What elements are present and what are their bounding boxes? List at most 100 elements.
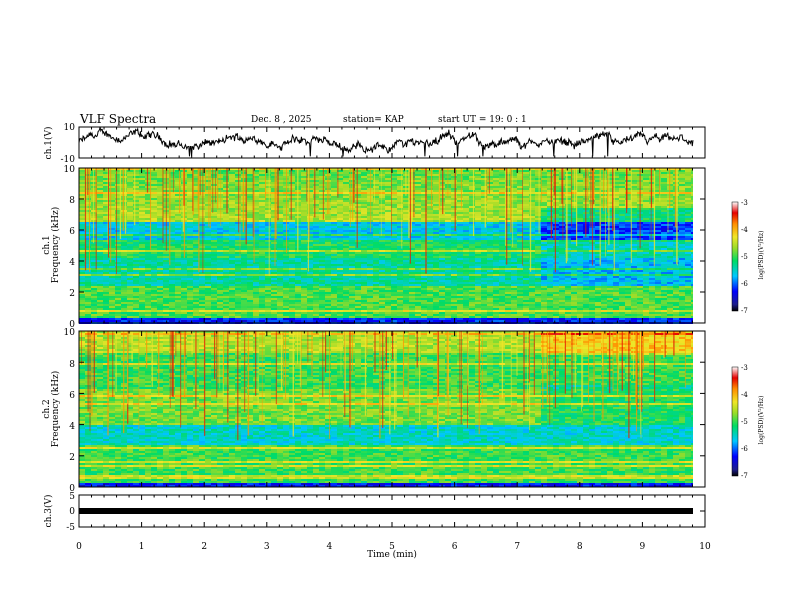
heatmap-cell: [655, 188, 661, 190]
heatmap-cell: [151, 236, 157, 238]
heatmap-cell: [679, 208, 685, 210]
heatmap-cell: [91, 258, 97, 260]
heatmap-cell: [655, 218, 661, 220]
heatmap-cell: [511, 244, 517, 246]
heatmap-cell: [235, 220, 241, 222]
heatmap-cell: [79, 178, 85, 180]
heatmap-cell: [205, 250, 211, 252]
heatmap-cell: [97, 182, 103, 184]
heatmap-cell: [259, 204, 265, 206]
heatmap-cell: [217, 210, 223, 212]
heatmap-cell: [613, 186, 619, 188]
heatmap-cell: [265, 176, 271, 178]
heatmap-cell: [367, 198, 373, 200]
heatmap-cell: [421, 196, 427, 198]
heatmap-cell: [541, 252, 547, 254]
heatmap-cell: [79, 248, 85, 250]
heatmap-cell: [397, 216, 403, 218]
heatmap-cell: [487, 252, 493, 254]
heatmap-cell: [253, 204, 259, 206]
heatmap-cell: [373, 214, 379, 216]
heatmap-cell: [469, 186, 475, 188]
heatmap-cell: [283, 244, 289, 246]
heatmap-cell: [109, 224, 115, 226]
heatmap-cell: [313, 198, 319, 200]
heatmap-cell: [133, 206, 139, 208]
heatmap-cell: [211, 244, 217, 246]
heatmap-cell: [655, 190, 661, 192]
heatmap-cell: [541, 212, 547, 214]
heatmap-cell: [193, 224, 199, 226]
heatmap-cell: [667, 238, 673, 240]
heatmap-cell: [211, 240, 217, 242]
heatmap-cell: [133, 172, 139, 174]
heatmap-cell: [199, 210, 205, 212]
heatmap-cell: [613, 218, 619, 220]
heatmap-cell: [313, 260, 319, 262]
heatmap-cell: [481, 230, 487, 232]
heatmap-cell: [523, 226, 529, 228]
heatmap-cell: [169, 234, 175, 236]
heatmap-cell: [235, 180, 241, 182]
heatmap-cell: [559, 232, 565, 234]
heatmap-cell: [361, 180, 367, 182]
heatmap-cell: [211, 174, 217, 176]
heatmap-cell: [499, 240, 505, 242]
heatmap-cell: [433, 250, 439, 252]
heatmap-cell: [205, 234, 211, 236]
heatmap-cell: [445, 214, 451, 216]
heatmap-cell: [679, 202, 685, 204]
heatmap-cell: [625, 186, 631, 188]
heatmap-cell: [499, 176, 505, 178]
heatmap-cell: [109, 242, 115, 244]
heatmap-cell: [421, 224, 427, 226]
heatmap-cell: [499, 244, 505, 246]
heatmap-cell: [679, 248, 685, 250]
heatmap-cell: [157, 240, 163, 242]
heatmap-cell: [535, 172, 541, 174]
heatmap-cell: [547, 250, 553, 252]
heatmap-cell: [643, 242, 649, 244]
heatmap-cell: [109, 232, 115, 234]
heatmap-cell: [415, 228, 421, 230]
heatmap-cell: [607, 176, 613, 178]
heatmap-cell: [595, 168, 601, 170]
heatmap-cell: [277, 198, 283, 200]
heatmap-cell: [655, 244, 661, 246]
heatmap-cell: [205, 198, 211, 200]
heatmap-cell: [607, 256, 613, 258]
heatmap-cell: [259, 222, 265, 224]
heatmap-cell: [271, 190, 277, 192]
heatmap-cell: [349, 210, 355, 212]
heatmap-cell: [475, 168, 481, 170]
heatmap-cell: [319, 198, 325, 200]
heatmap-cell: [493, 176, 499, 178]
heatmap-cell: [457, 198, 463, 200]
heatmap-cell: [169, 214, 175, 216]
heatmap-cell: [403, 242, 409, 244]
heatmap-cell: [277, 240, 283, 242]
heatmap-cell: [157, 254, 163, 256]
heatmap-cell: [121, 180, 127, 182]
heatmap-cell: [217, 252, 223, 254]
heatmap-cell: [175, 230, 181, 232]
heatmap-cell: [469, 256, 475, 258]
heatmap-cell: [223, 176, 229, 178]
heatmap-cell: [127, 242, 133, 244]
heatmap-cell: [427, 188, 433, 190]
heatmap-cell: [343, 242, 349, 244]
heatmap-cell: [385, 226, 391, 228]
heatmap-cell: [223, 220, 229, 222]
heatmap-cell: [355, 222, 361, 224]
heatmap-cell: [433, 228, 439, 230]
heatmap-cell: [145, 226, 151, 228]
heatmap-cell: [253, 200, 259, 202]
heatmap-cell: [415, 174, 421, 176]
heatmap-cell: [79, 186, 85, 188]
heatmap-cell: [193, 180, 199, 182]
heatmap-cell: [193, 186, 199, 188]
heatmap-cell: [253, 214, 259, 216]
heatmap-cell: [511, 252, 517, 254]
heatmap-cell: [667, 220, 673, 222]
heatmap-cell: [679, 216, 685, 218]
